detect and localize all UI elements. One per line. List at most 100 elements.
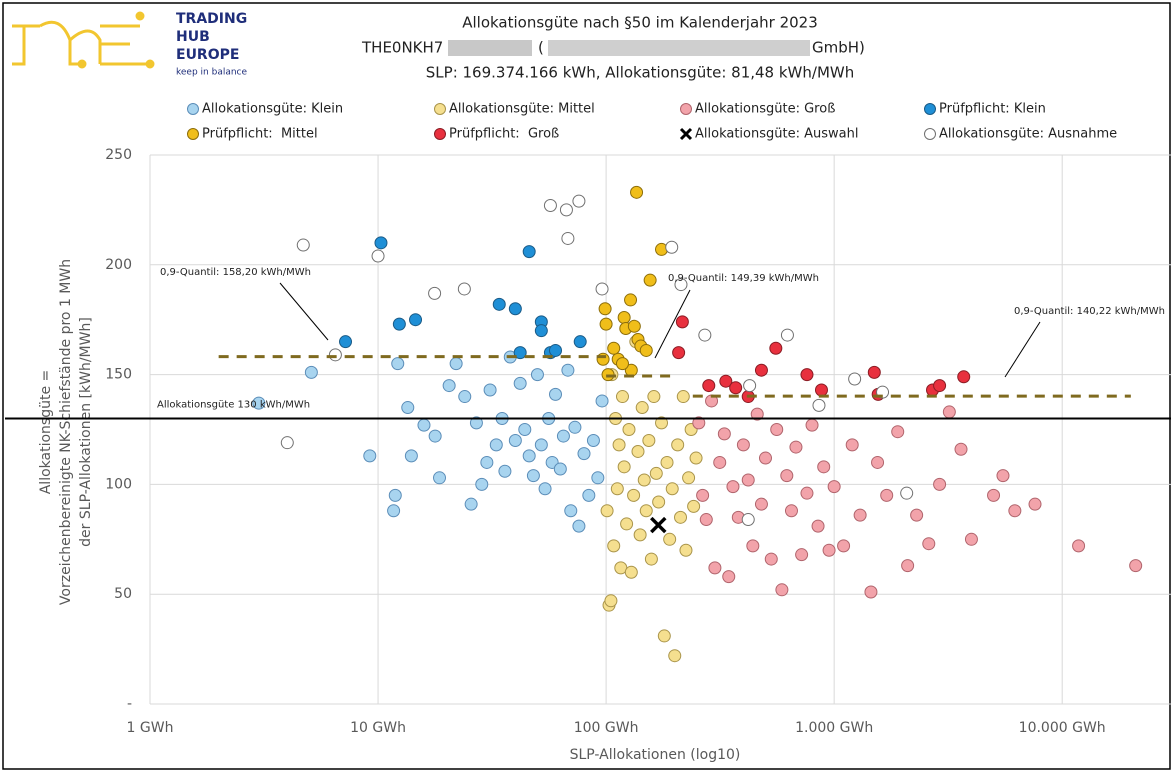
point	[615, 390, 629, 404]
legend-marker	[187, 103, 199, 115]
point	[596, 352, 610, 366]
leader-line	[654, 289, 691, 359]
point	[599, 317, 613, 331]
point	[469, 416, 483, 430]
point	[534, 438, 548, 452]
point	[339, 335, 353, 349]
point	[675, 315, 689, 329]
point	[780, 328, 794, 342]
point	[754, 497, 768, 511]
point	[622, 423, 636, 436]
point	[736, 438, 750, 452]
legend-label: Allokationsgüte: Mittel	[449, 102, 595, 117]
point	[617, 311, 631, 325]
point	[637, 473, 651, 487]
point	[556, 429, 570, 443]
point	[800, 486, 814, 500]
point	[549, 343, 563, 357]
logo-text: EUROPE	[176, 47, 239, 63]
point-x	[650, 516, 667, 534]
point	[328, 348, 342, 362]
point	[674, 278, 688, 292]
reference-label: Allokationsgüte 130 kWh/MWh	[157, 400, 310, 411]
logo-dot	[145, 59, 155, 69]
point	[624, 565, 638, 579]
point	[942, 405, 956, 419]
point	[1008, 504, 1022, 518]
point	[304, 365, 318, 379]
point	[620, 517, 634, 531]
point	[743, 379, 757, 393]
point	[699, 513, 713, 527]
subtitle-part: (	[538, 39, 544, 57]
point	[954, 442, 968, 456]
point	[672, 346, 686, 360]
point	[891, 425, 905, 439]
point	[627, 319, 641, 333]
logo-dot	[77, 59, 87, 69]
point	[957, 370, 971, 384]
point	[708, 561, 722, 575]
point	[719, 374, 733, 388]
point	[561, 231, 575, 245]
point	[717, 427, 731, 441]
points	[252, 185, 1143, 663]
logo-text: TRADING	[176, 11, 247, 27]
y-tick-label: 100	[105, 476, 132, 492]
point	[660, 455, 674, 469]
point	[764, 552, 778, 566]
point	[449, 357, 463, 371]
logo-dot	[135, 11, 145, 21]
point	[458, 390, 472, 404]
point	[363, 449, 377, 463]
point	[784, 504, 798, 518]
point	[296, 238, 310, 252]
point	[417, 418, 431, 432]
point	[607, 539, 621, 553]
point	[795, 548, 809, 562]
point	[741, 513, 755, 527]
point	[741, 473, 755, 487]
point	[642, 433, 656, 447]
point	[922, 537, 936, 551]
point	[522, 245, 536, 259]
point	[577, 447, 591, 461]
legend-label: Allokationsgüte: Klein	[202, 102, 343, 117]
point	[374, 236, 388, 250]
point	[1129, 559, 1143, 573]
point	[526, 469, 540, 483]
y-tick-label: 250	[105, 147, 132, 163]
point	[817, 460, 831, 474]
point	[483, 383, 497, 397]
chart-title: Allokationsgüte nach §50 im Kalenderjahr…	[462, 14, 818, 32]
legend-marker	[434, 103, 446, 115]
x-tick-label: 100 GWh	[574, 720, 639, 736]
y-axis-title: Vorzeichenbereinigte NK-Schiefstände pro…	[58, 259, 74, 605]
point	[1028, 497, 1042, 511]
point	[933, 477, 947, 491]
point	[388, 488, 402, 502]
point	[746, 539, 760, 553]
point	[428, 429, 442, 443]
legend-label: Prüfpflicht: Mittel	[202, 127, 318, 142]
x-tick-label: 1 GWh	[127, 720, 174, 736]
point	[639, 343, 653, 357]
chart-summary: SLP: 169.374.166 kWh, Allokationsgüte: 8…	[426, 64, 854, 82]
point	[387, 504, 401, 518]
point	[617, 460, 631, 474]
point	[600, 504, 614, 518]
x-tick-label: 1.000 GWh	[795, 720, 873, 736]
point	[489, 438, 503, 452]
point	[655, 416, 669, 430]
point	[758, 451, 772, 465]
legend-marker	[434, 128, 446, 140]
point	[498, 464, 512, 478]
point	[573, 335, 587, 349]
point	[586, 433, 600, 447]
point	[643, 273, 657, 287]
point	[647, 390, 661, 404]
redaction	[548, 40, 810, 56]
quantile-label: 0,9-Quantil: 158,20 kWh/MWh	[160, 267, 311, 278]
point	[853, 508, 867, 522]
